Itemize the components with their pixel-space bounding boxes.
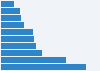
Bar — [1, 50, 42, 56]
Bar — [1, 8, 20, 14]
Bar — [1, 36, 34, 42]
Bar — [1, 57, 66, 63]
Bar — [1, 43, 36, 49]
Bar — [1, 22, 24, 28]
Bar — [1, 15, 21, 21]
Bar — [1, 1, 14, 7]
Bar — [1, 64, 86, 70]
Bar — [1, 29, 33, 35]
